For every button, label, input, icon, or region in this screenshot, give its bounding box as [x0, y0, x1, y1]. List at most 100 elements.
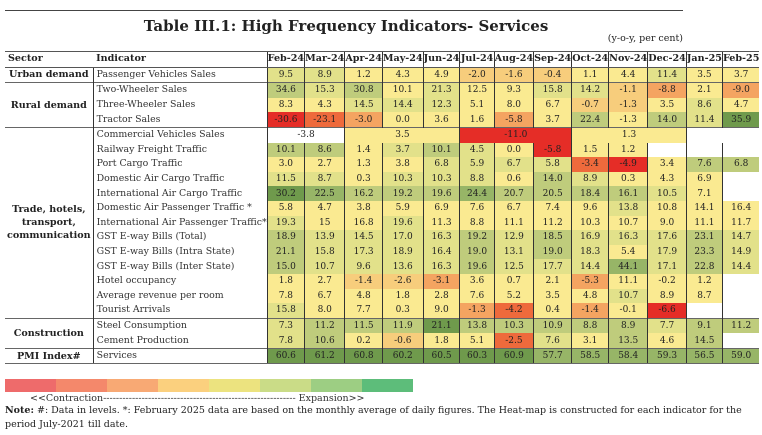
value-cell: 3.6 [422, 112, 460, 128]
merged-value-cell: 1.3 [571, 126, 687, 143]
indicator-label: International Air Passenger Traffic* [96, 216, 267, 228]
value-cell: 22.8 [685, 259, 723, 274]
header-indicator: Indicator [93, 51, 268, 68]
value-cell: 2.1 [685, 82, 723, 98]
value-cell: 10.3 [381, 171, 424, 187]
top-rule [5, 10, 683, 11]
value-cell: 7.8 [266, 333, 305, 349]
value-cell: 9.6 [344, 259, 383, 274]
value-cell: 11.7 [721, 215, 760, 231]
legend-axis-label: <<Contraction---------------------------… [30, 393, 365, 404]
value-cell: 8.0 [304, 303, 345, 319]
value-cell: 7.1 [685, 186, 723, 201]
value-cell: 7.7 [344, 303, 383, 319]
value-cell: -1.3 [459, 303, 495, 319]
value-cell: 30.2 [266, 186, 305, 201]
value-cell: -1.3 [608, 112, 648, 128]
header-month: Feb-24 [266, 51, 305, 68]
header-month: May-24 [381, 51, 424, 68]
value-cell: 10.3 [422, 171, 460, 187]
indicator-label: Tourist Arrivals [96, 304, 171, 316]
value-cell: 11.2 [533, 215, 572, 231]
value-cell: 1.8 [422, 333, 460, 349]
header-sector: Sector [5, 51, 94, 68]
value-cell: -1.6 [493, 67, 534, 83]
value-cell: 16.3 [422, 259, 460, 274]
value-cell: 3.7 [381, 142, 424, 158]
value-cell: 17.3 [344, 244, 383, 260]
value-cell: 8.9 [608, 317, 648, 334]
value-cell: 60.2 [381, 347, 424, 365]
value-cell: 24.4 [459, 186, 495, 201]
value-cell: 3.0 [266, 157, 305, 172]
value-cell: 9.3 [493, 82, 534, 98]
value-cell: 4.6 [647, 333, 687, 349]
value-cell: 3.1 [571, 333, 609, 349]
value-cell: 4.3 [304, 97, 345, 113]
value-cell: 16.1 [608, 186, 648, 201]
header-month: Nov-24 [608, 51, 648, 68]
value-cell: 44.1 [608, 259, 648, 274]
merged-value-cell: -3.8 [266, 126, 345, 143]
value-cell: 16.3 [422, 230, 460, 245]
value-cell [721, 333, 760, 349]
indicator-label: Two-Wheeler Sales [93, 82, 268, 98]
indicator-label: Commercial Vehicles Sales [93, 126, 268, 143]
value-cell: 4.8 [571, 288, 609, 304]
value-cell: 5.4 [608, 244, 648, 260]
table-row: Construction Steel Consumption 7.3 11.2 11.5… [5, 317, 760, 349]
value-cell: 19.6 [381, 215, 424, 231]
value-cell: 1.3 [344, 157, 383, 172]
legend-swatch [311, 379, 362, 392]
legend-swatch [362, 379, 413, 392]
value-cell: 14.9 [721, 244, 760, 260]
value-cell: 22.4 [571, 112, 609, 128]
value-cell: 16.4 [721, 200, 760, 216]
table-row: Domestic Air Passenger Traffic * 5.8 4.7 3.… [5, 200, 760, 216]
value-cell: 4.5 [459, 142, 495, 158]
value-cell: 20.5 [533, 186, 572, 201]
value-cell: 5.9 [459, 157, 495, 172]
value-cell: 10.1 [422, 142, 460, 158]
value-cell: 21.1 [266, 244, 305, 260]
indicator-heatmap-table: Sector Indicator Feb-24 Mar-24 Apr-24 May-2… [5, 51, 760, 365]
value-cell: 6.7 [533, 97, 572, 113]
value-cell: -2.0 [459, 67, 495, 83]
value-cell: 4.9 [422, 67, 460, 83]
value-cell: 0.3 [344, 171, 383, 187]
value-cell: 1.4 [344, 142, 383, 158]
value-cell: 10.6 [304, 333, 345, 349]
value-cell: 6.9 [685, 171, 723, 187]
table-row: Domestic Air Cargo Traffic 11.5 8.7 0.3 10.3… [5, 171, 760, 187]
value-cell: 0.4 [533, 303, 572, 319]
sector-label: Rural demand [5, 82, 94, 128]
value-cell: 10.1 [381, 82, 424, 98]
value-cell: 23.3 [685, 244, 723, 260]
value-cell: 7.4 [533, 200, 572, 216]
value-cell: -0.1 [608, 303, 648, 319]
header-month: Oct-24 [571, 51, 609, 68]
value-cell: 6.7 [304, 288, 345, 304]
value-cell: 14.4 [381, 97, 424, 113]
value-cell: 3.5 [685, 67, 723, 83]
value-cell: 13.1 [493, 244, 534, 260]
value-cell: 10.7 [304, 259, 345, 274]
value-cell: 5.8 [266, 200, 305, 216]
unit-label: (y-o-y, per cent) [607, 33, 683, 44]
header-month: Jul-24 [459, 51, 495, 68]
value-cell: -1.1 [608, 82, 648, 98]
sector-label: Construction [5, 317, 94, 349]
value-cell: 1.8 [266, 273, 305, 289]
heatmap-legend [5, 379, 413, 392]
header-month: Jun-24 [422, 51, 460, 68]
value-cell: 13.9 [304, 230, 345, 245]
value-cell: 12.5 [493, 259, 534, 274]
value-cell [685, 142, 723, 158]
value-cell: 11.2 [721, 317, 760, 334]
value-cell: 11.4 [685, 112, 723, 128]
value-cell: 15.8 [266, 303, 305, 319]
indicator-label: Average revenue per room [96, 289, 224, 301]
value-cell: 58.4 [608, 347, 648, 365]
value-cell: 59.0 [721, 347, 760, 365]
value-cell: -0.2 [647, 273, 687, 289]
